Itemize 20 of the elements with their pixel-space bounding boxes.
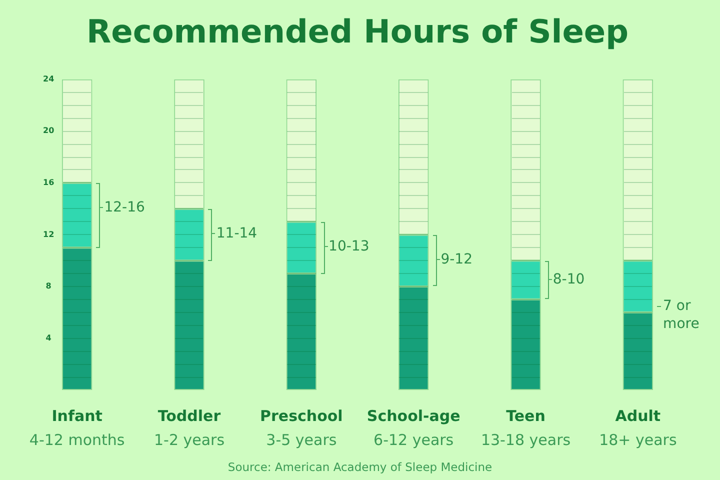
source-note: Source: American Academy of Sleep Medicine	[228, 460, 492, 474]
category-label: Infant 4-12 months	[29, 406, 125, 449]
data-label: 10-13	[328, 238, 370, 254]
data-label: 12-16	[104, 200, 145, 216]
category-label: Preschool 3-5 years	[260, 406, 343, 449]
data-label: 8-10	[552, 272, 585, 288]
y-tick-label: 12	[42, 230, 54, 239]
category-label: School-age 6-12 years	[366, 406, 460, 449]
y-tick-label: 16	[42, 178, 55, 188]
category-label: Teen 13-18 years	[480, 406, 571, 449]
data-label: 9-12	[440, 251, 473, 268]
category-label: Toddler 1-2 years	[154, 406, 225, 449]
y-tick-label: 8	[46, 282, 52, 291]
y-tick-label: 20	[42, 126, 55, 136]
annotation: 7 or more	[663, 298, 700, 332]
data-label: 11-14	[216, 225, 258, 242]
chart-title: Recommended Hours of Sleep	[86, 12, 629, 51]
y-tick-label: 4	[46, 333, 52, 342]
category-label: Adult 18+ years	[599, 406, 677, 449]
y-tick-label: 24	[42, 74, 55, 84]
